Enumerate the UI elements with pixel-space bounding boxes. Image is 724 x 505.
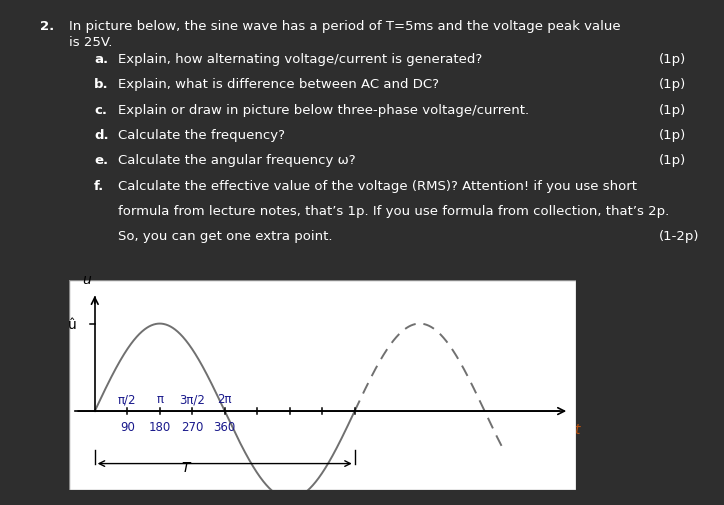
Text: 2π: 2π — [217, 392, 232, 406]
Text: 2.: 2. — [40, 20, 54, 33]
Text: Explain, how alternating voltage/current is generated?: Explain, how alternating voltage/current… — [118, 53, 482, 66]
Text: Explain, what is difference between AC and DC?: Explain, what is difference between AC a… — [118, 78, 439, 91]
Text: 3π/2: 3π/2 — [180, 392, 205, 406]
Text: 360: 360 — [214, 420, 236, 433]
Text: Calculate the effective value of the voltage (RMS)? Attention! if you use short: Calculate the effective value of the vol… — [118, 179, 637, 192]
Text: is 25V.: is 25V. — [69, 36, 112, 49]
Text: c.: c. — [94, 104, 107, 117]
Text: (1p): (1p) — [659, 78, 686, 91]
Text: T: T — [182, 460, 190, 474]
Text: Calculate the frequency?: Calculate the frequency? — [118, 129, 285, 142]
Text: (1p): (1p) — [659, 129, 686, 142]
Text: π: π — [156, 392, 163, 406]
Text: 270: 270 — [181, 420, 203, 433]
Text: (1-2p): (1-2p) — [659, 230, 699, 243]
Text: (1p): (1p) — [659, 154, 686, 167]
Text: 90: 90 — [119, 420, 135, 433]
Text: So, you can get one extra point.: So, you can get one extra point. — [118, 230, 332, 243]
Text: π/2: π/2 — [118, 392, 137, 406]
Text: (1p): (1p) — [659, 104, 686, 117]
Text: 180: 180 — [148, 420, 171, 433]
Text: a.: a. — [94, 53, 109, 66]
Text: Calculate the angular frequency ω?: Calculate the angular frequency ω? — [118, 154, 355, 167]
Text: In picture below, the sine wave has a period of T=5ms and the voltage peak value: In picture below, the sine wave has a pe… — [69, 20, 620, 33]
Text: f.: f. — [94, 179, 104, 192]
Text: d.: d. — [94, 129, 109, 142]
Text: (1p): (1p) — [659, 53, 686, 66]
Text: b.: b. — [94, 78, 109, 91]
Text: t: t — [574, 422, 580, 436]
Text: û: û — [68, 317, 77, 331]
Text: Explain or draw in picture below three-phase voltage/current.: Explain or draw in picture below three-p… — [118, 104, 529, 117]
Text: u: u — [83, 272, 91, 286]
Text: formula from lecture notes, that’s 1p. If you use formula from collection, that’: formula from lecture notes, that’s 1p. I… — [118, 205, 669, 218]
Text: e.: e. — [94, 154, 109, 167]
